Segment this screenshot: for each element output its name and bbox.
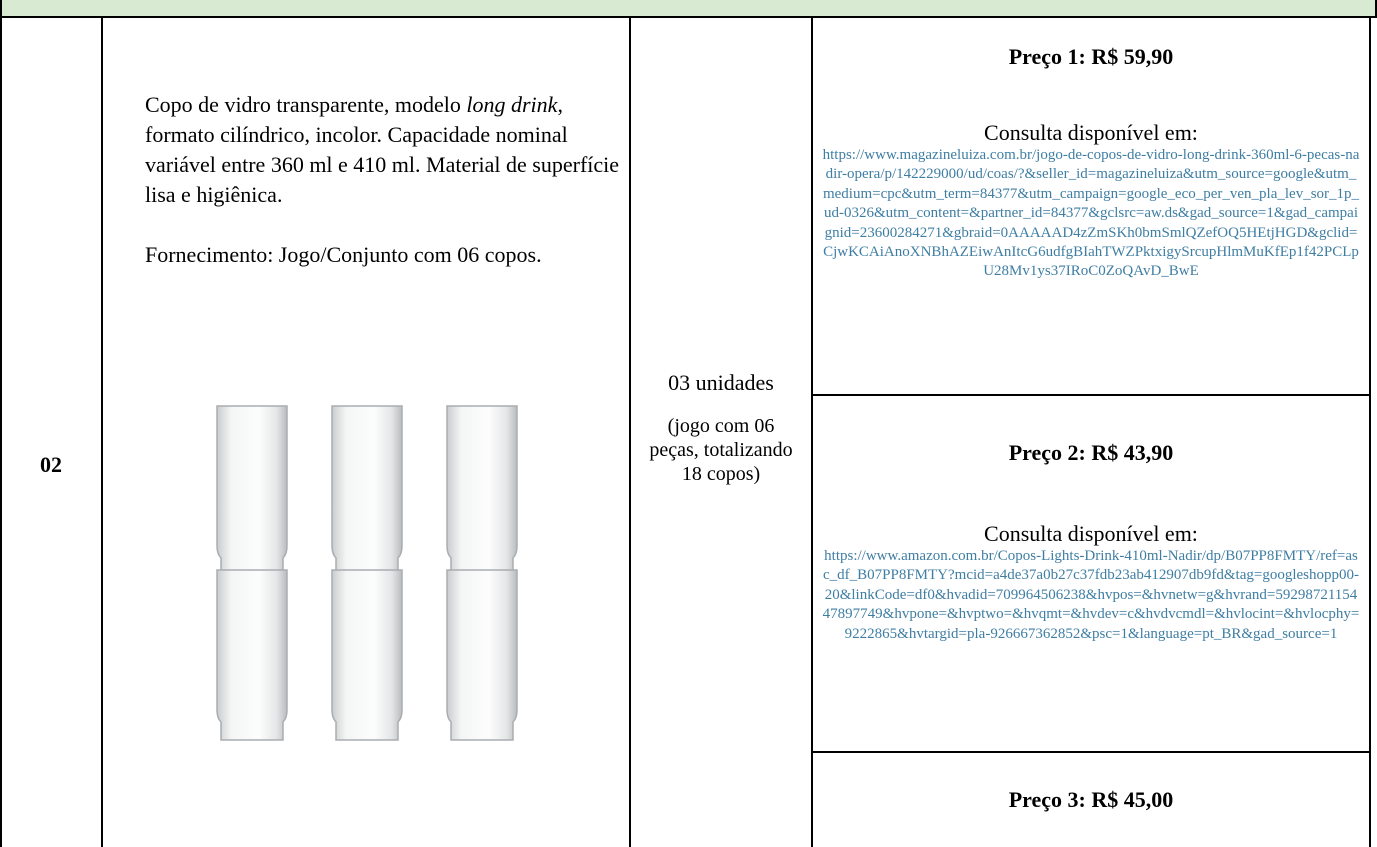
border bbox=[811, 394, 1371, 396]
price-title: Preço 1: R$ 59,90 bbox=[1008, 44, 1174, 69]
border bbox=[101, 18, 103, 847]
price-cell: Preço 3: R$ 45,00 bbox=[822, 787, 1360, 813]
url[interactable]: https://www.amazon.com.br/Copos-Lights-D… bbox=[822, 548, 1360, 642]
supply: Fornecimento: Jogo/Conjunto com 06 copos… bbox=[145, 242, 542, 267]
header-strip bbox=[0, 0, 1377, 18]
price-title: Preço 3: R$ 45,00 bbox=[1008, 787, 1174, 812]
border bbox=[0, 18, 2, 847]
desc-italic: long drink bbox=[466, 92, 558, 117]
border bbox=[811, 751, 1371, 753]
border bbox=[1369, 18, 1371, 847]
glasses-image bbox=[216, 405, 518, 741]
desc-text: Copo de vidro transparente, modelo bbox=[145, 92, 467, 117]
desc-text: , formato cilíndrico, incolor. Capacidad… bbox=[145, 92, 620, 207]
border bbox=[811, 18, 813, 847]
url[interactable]: https://www.magazineluiza.com.br/jogo-de… bbox=[822, 147, 1360, 280]
price-title: Preço 2: R$ 43,90 bbox=[1008, 440, 1174, 465]
source-label: Consulta disponível em: bbox=[984, 521, 1198, 546]
border bbox=[629, 18, 631, 847]
price-cell: Preço 2: R$ 43,90 Consulta disponível em… bbox=[822, 440, 1360, 644]
description: Copo de vidro transparente, modelo long … bbox=[145, 90, 625, 270]
price-cell: Preço 1: R$ 59,90 Consulta disponível em… bbox=[822, 44, 1360, 282]
quantity: 03 unidades bbox=[668, 370, 774, 395]
source-label: Consulta disponível em: bbox=[984, 120, 1198, 145]
quantity-note: (jogo com 06 peças, totalizando 18 copos… bbox=[649, 415, 793, 485]
row-number: 02 bbox=[40, 452, 62, 477]
